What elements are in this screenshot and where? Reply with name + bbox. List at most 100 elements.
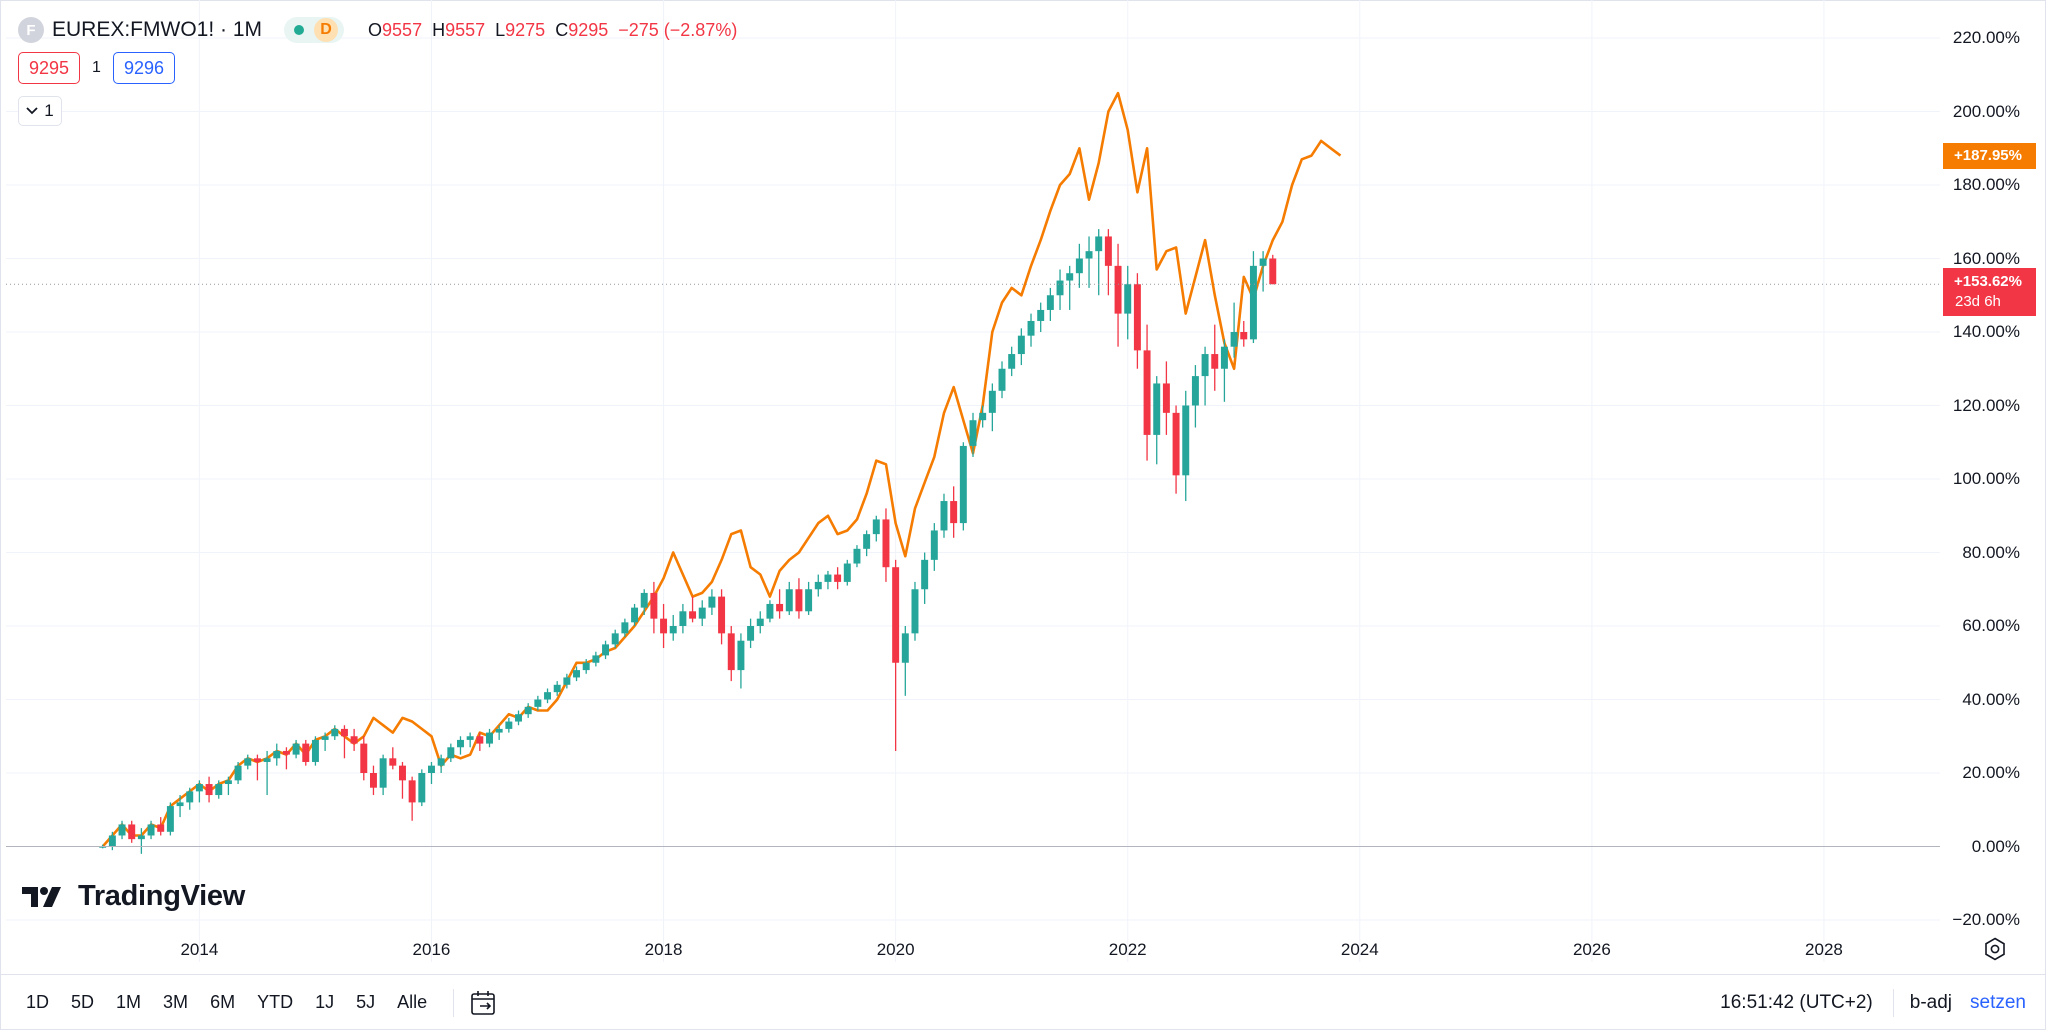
candle — [166, 802, 174, 836]
candle-body — [273, 750, 281, 759]
candle — [843, 559, 851, 586]
price-change: −275 (−2.87%) — [618, 19, 738, 40]
candle-body — [253, 758, 261, 762]
candle — [882, 508, 890, 582]
calendar-goto-icon[interactable] — [468, 987, 500, 1019]
range-3m-button[interactable]: 3M — [163, 992, 189, 1012]
candle-body — [1095, 236, 1103, 252]
x-tick-label: 2014 — [180, 940, 219, 959]
candle — [1249, 251, 1257, 344]
candle — [427, 761, 435, 785]
candle-body — [437, 758, 445, 766]
tradingview-logo[interactable]: TradingView — [22, 880, 245, 913]
range-1m-button[interactable]: 1M — [116, 992, 142, 1012]
candle-body — [592, 655, 600, 663]
candle-body — [1249, 265, 1257, 340]
candle-body — [408, 780, 416, 803]
candle-body — [282, 750, 290, 755]
x-tick-label: 2016 — [412, 940, 451, 959]
y-tick-label: −20.00% — [1952, 910, 2020, 929]
candle-body — [1133, 284, 1141, 351]
adjustment-toggle[interactable]: b-adj — [1909, 992, 1953, 1013]
candle — [437, 754, 445, 773]
range-5d-button[interactable]: 5D — [71, 992, 95, 1012]
y-tick-label: 20.00% — [1962, 763, 2020, 782]
candle — [195, 780, 203, 803]
clock-timezone[interactable]: 16:51:42 (UTC+2) — [1720, 992, 1873, 1013]
candle-body — [795, 589, 803, 612]
symbol-title[interactable]: EUREX:FMWO1! · 1M — [52, 18, 263, 41]
candle-body — [766, 603, 774, 619]
candle-body — [1027, 320, 1035, 336]
indicators-toggle-button[interactable]: 1 — [18, 96, 62, 126]
x-tick-label: 2020 — [876, 940, 915, 959]
candle-body — [1124, 284, 1132, 314]
x-tick-label: 2024 — [1340, 940, 1379, 959]
candle — [834, 567, 842, 590]
candle-body — [824, 574, 832, 582]
candle-body — [147, 824, 155, 836]
sell-button[interactable]: 9295 — [18, 52, 81, 84]
candle — [602, 640, 610, 660]
x-tick-label: 2028 — [1805, 940, 1843, 959]
toolbar-divider — [1892, 989, 1894, 1017]
range-6m-button[interactable]: 6M — [210, 992, 236, 1012]
candle — [901, 626, 909, 696]
toolbar-right: 16:51:42 (UTC+2) b-adj setzen — [1720, 975, 2026, 1031]
candle-body — [747, 626, 755, 641]
candle-body — [1230, 332, 1238, 347]
candle — [244, 754, 252, 770]
candle — [263, 750, 271, 796]
candle-body — [805, 589, 813, 612]
candle-body — [921, 559, 929, 590]
range-ytd-button[interactable]: YTD — [257, 992, 294, 1012]
candle-body — [698, 607, 706, 619]
candle — [988, 383, 996, 432]
candle — [466, 732, 474, 748]
candle — [176, 795, 184, 818]
range-1y-button[interactable]: 1J — [315, 992, 335, 1012]
candle — [824, 570, 832, 590]
candle-body — [224, 780, 232, 785]
candle — [727, 626, 735, 682]
candle — [234, 761, 242, 785]
candle — [350, 728, 358, 751]
candle-body — [1114, 265, 1122, 314]
symbol-legend: F EUREX:FMWO1! · 1M D O9557 H9557 L9275 … — [18, 14, 737, 46]
candle-body — [534, 699, 542, 707]
candle-body — [582, 662, 590, 671]
candle-body — [737, 640, 745, 671]
buy-button[interactable]: 9296 — [112, 52, 175, 84]
comparison-series — [101, 91, 1342, 848]
candle-body — [1008, 354, 1016, 369]
candle — [476, 732, 484, 751]
candle-body — [785, 589, 793, 612]
candle — [756, 611, 764, 634]
candle — [747, 618, 755, 649]
bar-countdown: 23d 6h — [1955, 293, 2001, 310]
candle — [1046, 287, 1054, 321]
candle — [486, 728, 493, 748]
range-5y-button[interactable]: 5J — [356, 992, 376, 1012]
range-all-button[interactable]: Alle — [397, 992, 428, 1012]
comparison-last-value-tag: +187.95% — [1943, 143, 2036, 169]
spread-value: 1 — [92, 59, 101, 76]
scale-settings-gear-icon[interactable] — [1983, 937, 2007, 961]
candle-body — [321, 736, 329, 740]
candle — [311, 736, 319, 766]
range-1d-button[interactable]: 1D — [26, 992, 50, 1012]
market-status-pill[interactable]: D — [284, 17, 345, 43]
candle-body — [708, 596, 716, 608]
candle-body — [1259, 258, 1267, 266]
candle — [340, 725, 348, 759]
candle — [128, 820, 136, 843]
candle — [544, 688, 552, 704]
candle-body — [959, 445, 967, 524]
settings-link[interactable]: setzen — [1970, 992, 2026, 1013]
candle — [398, 761, 406, 799]
candle-body — [1143, 350, 1151, 435]
candle — [795, 578, 803, 619]
candle — [930, 523, 938, 571]
